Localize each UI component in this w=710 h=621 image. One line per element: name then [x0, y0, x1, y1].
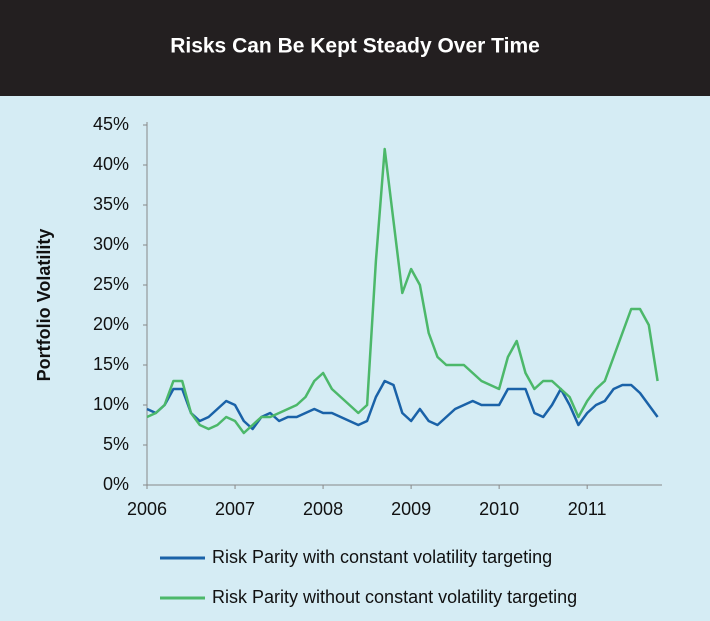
x-tick-label: 2009	[391, 499, 431, 519]
y-tick-label: 10%	[93, 394, 129, 414]
y-tick-label: 0%	[103, 474, 129, 494]
chart-title: Risks Can Be Kept Steady Over Time	[170, 35, 540, 58]
x-tick-label: 2008	[303, 499, 343, 519]
x-tick-label: 2011	[568, 499, 607, 519]
y-tick-label: 35%	[93, 194, 129, 214]
y-axis-label: Portfolio Volatility	[34, 229, 54, 382]
y-tick-label: 15%	[93, 354, 129, 374]
x-tick-label: 2006	[127, 499, 167, 519]
y-tick-label: 5%	[103, 434, 129, 454]
y-tick-label: 45%	[93, 114, 129, 134]
x-tick-label: 2010	[479, 499, 519, 519]
legend-label: Risk Parity with constant volatility tar…	[212, 547, 552, 567]
y-tick-label: 20%	[93, 314, 129, 334]
series-line	[146, 379, 659, 431]
y-tick-label: 25%	[93, 274, 129, 294]
x-tick-label: 2007	[215, 499, 255, 519]
legend-label: Risk Parity without constant volatility …	[212, 587, 577, 607]
series-line	[146, 147, 659, 435]
header	[0, 0, 710, 96]
y-tick-label: 30%	[93, 234, 129, 254]
y-tick-label: 40%	[93, 154, 129, 174]
